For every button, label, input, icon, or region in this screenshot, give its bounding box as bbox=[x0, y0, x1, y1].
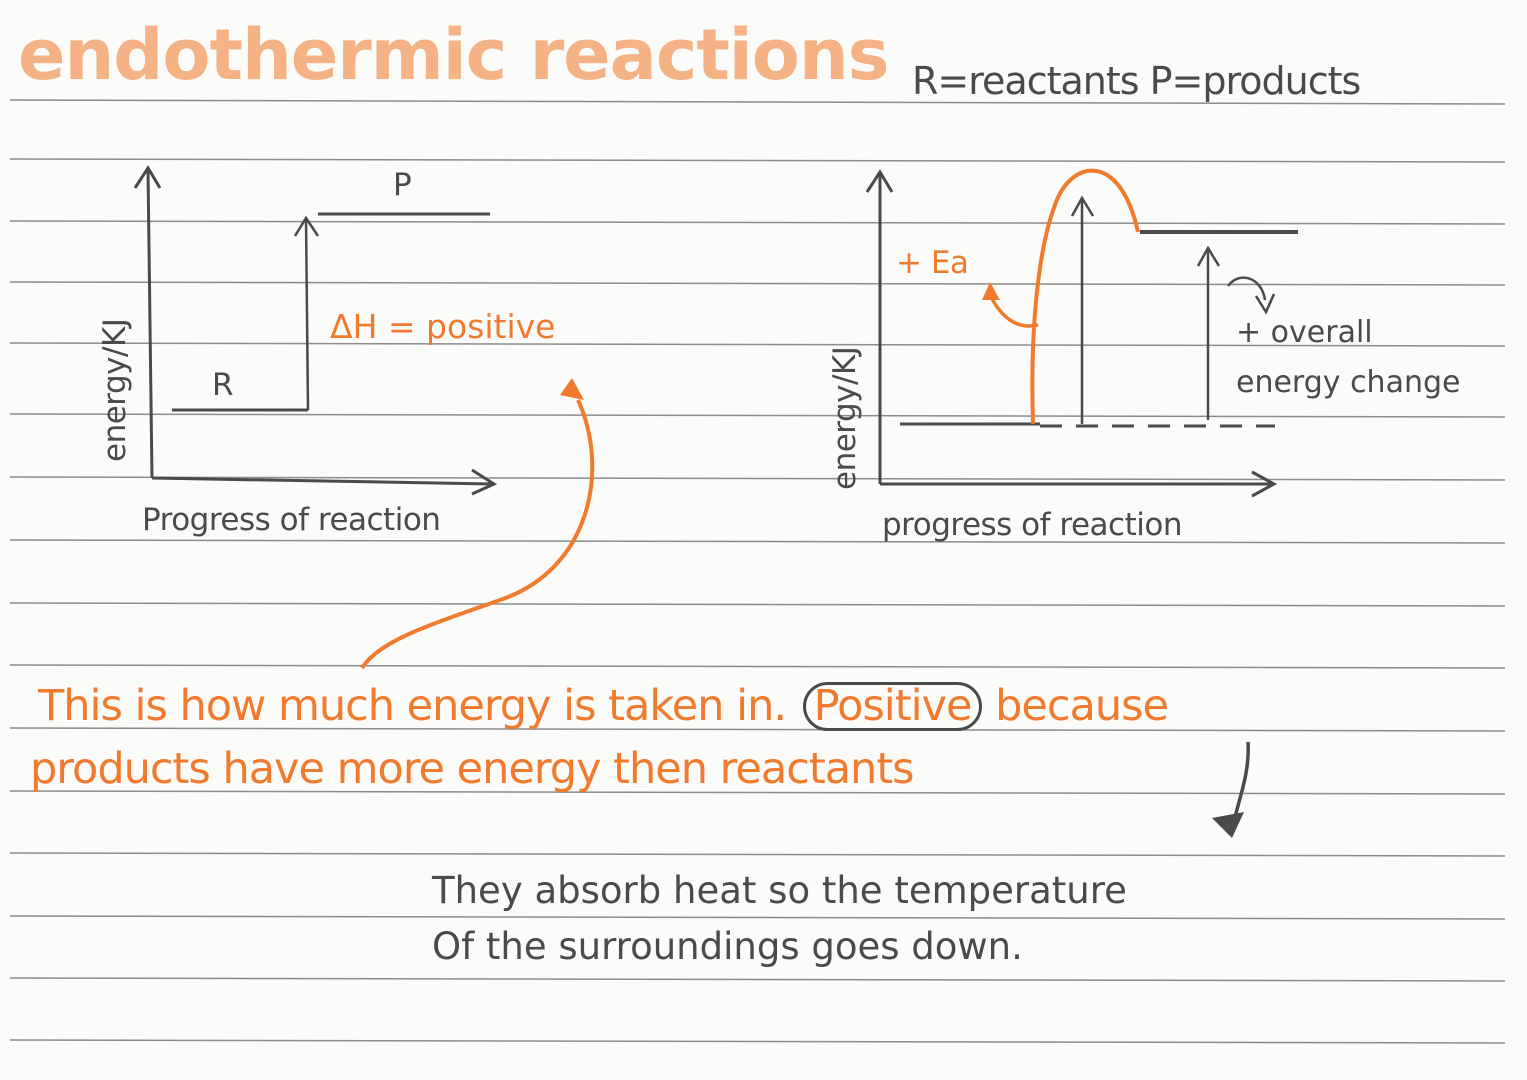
left-y-axis-arrow bbox=[133, 165, 162, 189]
ea-pointer-arrow bbox=[988, 294, 1039, 328]
orange-note-line2: products have more energy then reactants bbox=[30, 744, 915, 794]
right-x-axis-label: progress of reaction bbox=[882, 507, 1182, 543]
right-y-axis-arrow bbox=[865, 169, 894, 193]
left-x-axis-label: Progress of reaction bbox=[142, 502, 441, 538]
right-x-axis-arrow bbox=[1251, 470, 1278, 498]
grey-note-line1: They absorb heat so the temperature bbox=[432, 869, 1127, 912]
orange-note-line1-start: This is how much energy is taken in. bbox=[38, 681, 787, 731]
positive-circled-word: Positive bbox=[802, 682, 983, 731]
left-delta-h-arrow bbox=[304, 217, 310, 411]
left-reactant-label: R bbox=[212, 367, 234, 403]
page-title: endothermic reactions bbox=[18, 14, 889, 96]
orange-pointer-arrow bbox=[360, 399, 595, 670]
left-x-axis-arrow bbox=[471, 468, 498, 496]
overall-label-line1: + overall bbox=[1236, 315, 1373, 350]
overall-curl-arrow bbox=[1227, 276, 1267, 301]
legend-text: R=reactants P=products bbox=[912, 59, 1361, 103]
left-product-label: P bbox=[393, 167, 412, 203]
orange-note-line1: This is how much energy is taken in. Pos… bbox=[38, 681, 1169, 731]
overall-label-line2: energy change bbox=[1236, 365, 1461, 400]
left-x-axis bbox=[151, 476, 493, 486]
left-delta-h-label: ΔH = positive bbox=[330, 307, 556, 346]
activation-energy-curve bbox=[1030, 168, 1140, 425]
grey-note-line2: Of the surroundings goes down. bbox=[432, 925, 1023, 968]
right-ea-label: + Ea bbox=[896, 245, 969, 281]
left-y-axis bbox=[146, 169, 154, 479]
orange-note-line1-end: because bbox=[995, 681, 1169, 731]
